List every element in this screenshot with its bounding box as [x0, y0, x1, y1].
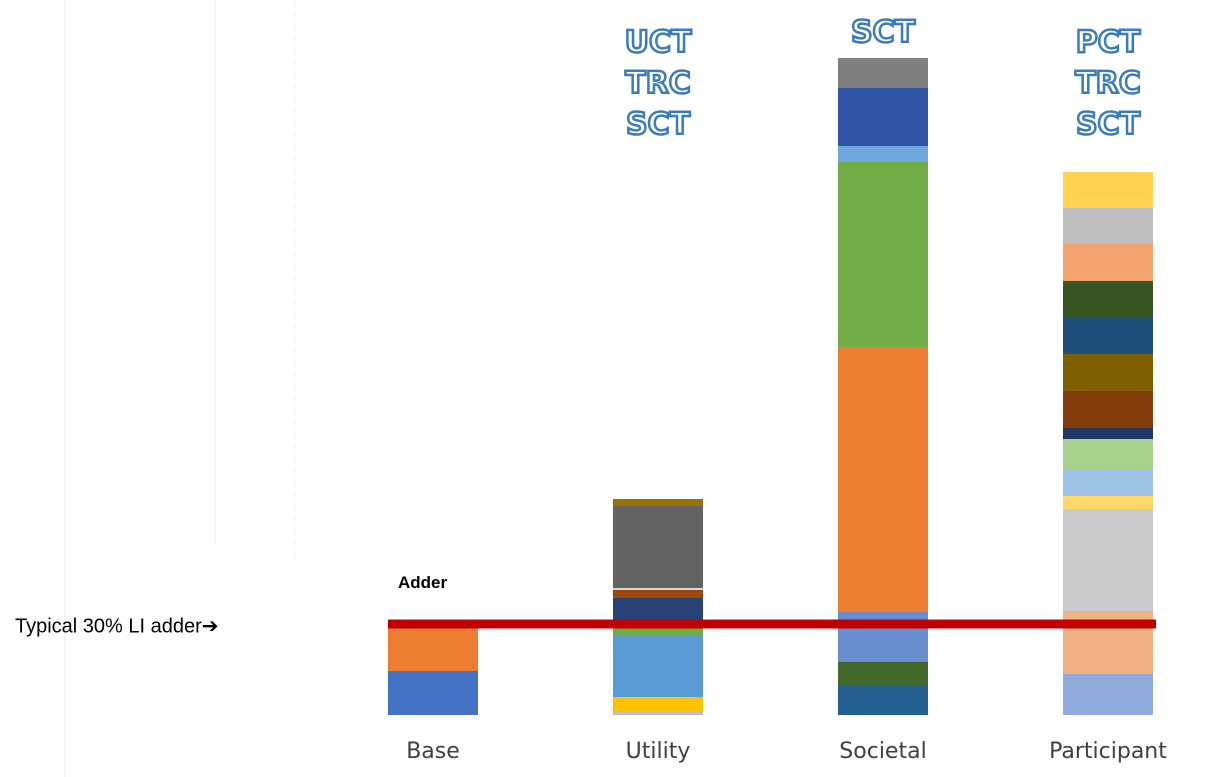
- bar-annotation: TRC: [1075, 66, 1141, 101]
- bar-segment: [838, 162, 928, 347]
- bar-segment: [1063, 439, 1153, 469]
- bar-annotation: SCT: [626, 107, 691, 142]
- bar-segment: [388, 671, 478, 715]
- bar-segment: [1063, 391, 1153, 428]
- adder-note: Typical 30% LI adder➔: [15, 615, 219, 637]
- adder-label: Adder: [398, 573, 448, 592]
- bar-segment: [838, 146, 928, 162]
- bar-segment: [1063, 354, 1153, 391]
- bar-segment: [838, 686, 928, 715]
- bar-segment: [613, 588, 703, 590]
- x-tick-label: Utility: [626, 739, 691, 764]
- bar-segment: [1063, 281, 1153, 318]
- bar-segment: [613, 697, 703, 712]
- bar-annotation: SCT: [1076, 107, 1141, 142]
- bar-segment: [613, 499, 703, 506]
- bar-segment: [613, 712, 703, 715]
- bar-segment: [1063, 244, 1153, 281]
- bar-segment: [1063, 428, 1153, 439]
- x-tick-label: Base: [406, 739, 460, 764]
- bar-segment: [838, 88, 928, 146]
- bar-segment: [1063, 318, 1153, 354]
- bar-segment: [1063, 469, 1153, 496]
- bar-annotation: TRC: [625, 66, 691, 101]
- bar-segment: [1063, 509, 1153, 611]
- bar-segment: [838, 347, 928, 612]
- bar-segment: [613, 506, 703, 588]
- bar-segment: [613, 627, 703, 635]
- bar-segment: [613, 590, 703, 598]
- bar-segment: [1063, 674, 1153, 715]
- bar-annotation: PCT: [1076, 25, 1141, 60]
- bar-annotation: SCT: [851, 15, 916, 50]
- bar-segment: [1063, 496, 1153, 509]
- bar-segment: [388, 627, 478, 671]
- bar-annotation: UCT: [625, 25, 692, 60]
- x-tick-label: Participant: [1049, 739, 1167, 764]
- bar-segment: [838, 58, 928, 88]
- bar-segment: [1063, 172, 1153, 208]
- bar-segment: [613, 635, 703, 697]
- bar-segment: [838, 662, 928, 686]
- x-tick-label: Societal: [839, 739, 926, 764]
- bar-segment: [1063, 208, 1153, 244]
